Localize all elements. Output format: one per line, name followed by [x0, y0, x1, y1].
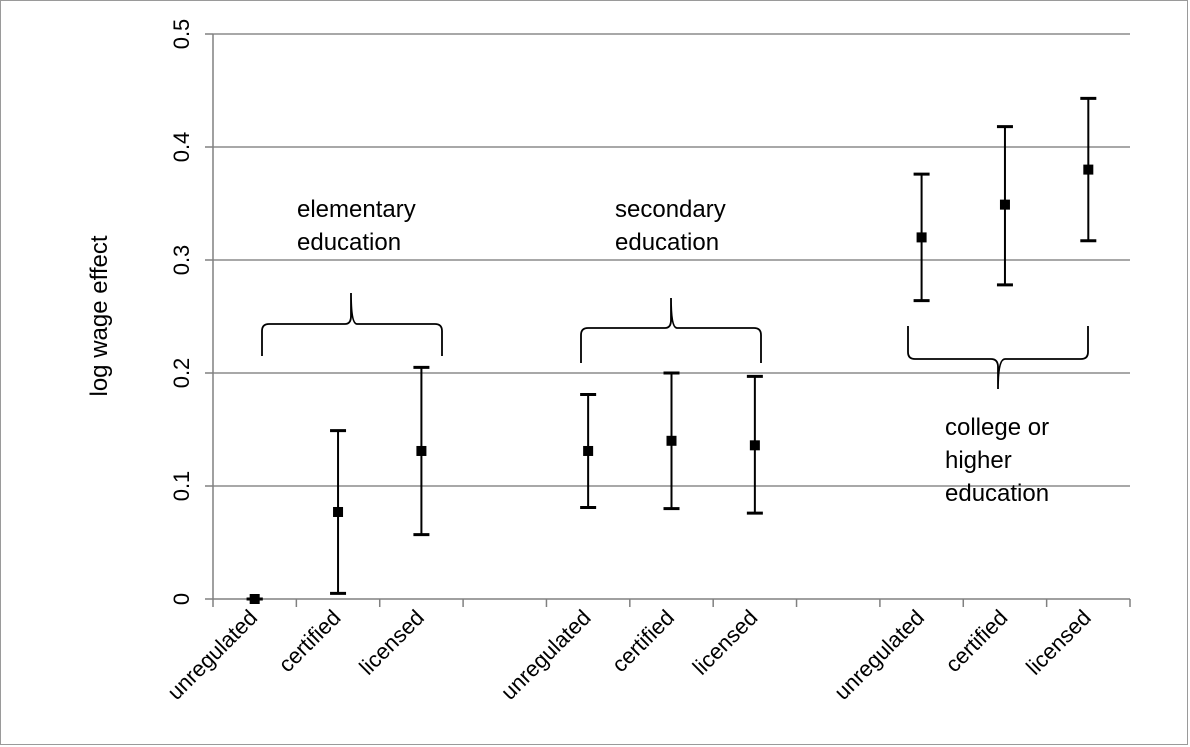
- annotation-secondary-line2: education: [615, 229, 719, 256]
- annotation-college: college or higher education: [945, 414, 1056, 507]
- bracket-elementary: [261, 292, 443, 356]
- y-tick-label: 0.2: [169, 358, 194, 389]
- axes: [212, 34, 1130, 600]
- y-tick-label: 0.4: [169, 132, 194, 163]
- x-category-label: certified: [607, 605, 679, 677]
- x-category-label: licensed: [354, 605, 429, 680]
- x-category-label: licensed: [688, 605, 763, 680]
- x-category-labels: unregulated certified licensed unregulated c…: [162, 605, 1095, 705]
- bracket-secondary: [580, 297, 762, 363]
- y-tick-label: 0.5: [169, 19, 194, 50]
- annotation-elementary: elementary education: [297, 196, 422, 256]
- data-point: [333, 506, 344, 517]
- data-point: [749, 440, 760, 451]
- group-annotations: elementary education secondary education…: [297, 196, 1056, 507]
- x-category-label: certified: [940, 605, 1012, 677]
- annotation-college-line3: education: [945, 480, 1049, 507]
- y-tick-labels: 0 0.1 0.2 0.3 0.4 0.5: [169, 19, 194, 605]
- data-marks: [246, 96, 1097, 604]
- x-category-label: licensed: [1021, 605, 1096, 680]
- y-tick-label: 0: [169, 593, 194, 605]
- bracket-college: [907, 326, 1089, 390]
- data-point: [1083, 164, 1094, 175]
- data-point: [416, 445, 427, 456]
- x-tick-marks: [212, 599, 1131, 607]
- x-category-label: unregulated: [162, 605, 262, 705]
- annotation-secondary-line1: secondary: [615, 196, 726, 223]
- y-tick-label: 0.1: [169, 471, 194, 502]
- data-point: [249, 594, 260, 604]
- annotation-elementary-line2: education: [297, 229, 401, 256]
- data-point: [916, 232, 927, 243]
- annotation-elementary-line1: elementary: [297, 196, 416, 223]
- gridlines: [205, 33, 1130, 600]
- data-point: [583, 445, 594, 456]
- x-category-label: certified: [273, 605, 345, 677]
- y-tick-label: 0.3: [169, 245, 194, 276]
- annotation-college-line2: higher: [945, 447, 1012, 474]
- annotation-secondary: secondary education: [615, 196, 732, 256]
- group-brackets: [261, 292, 1089, 390]
- data-point: [666, 435, 677, 446]
- y-axis-title: log wage effect: [86, 235, 113, 396]
- x-category-label: unregulated: [829, 605, 929, 705]
- annotation-college-line1: college or: [945, 414, 1049, 441]
- data-point: [999, 199, 1010, 210]
- x-category-label: unregulated: [496, 605, 596, 705]
